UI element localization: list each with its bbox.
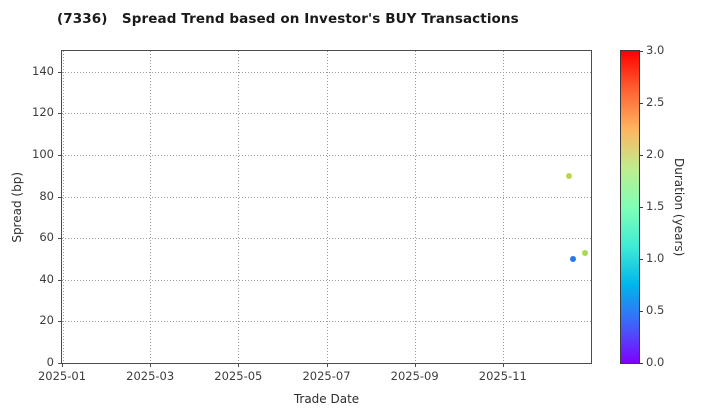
colorbar-label: Duration (years) xyxy=(672,157,686,257)
x-tick-label: 2025-09 xyxy=(390,369,439,383)
grid-line-v xyxy=(502,51,504,363)
y-tick-mark xyxy=(58,279,61,281)
grid-line-v xyxy=(238,51,240,363)
colorbar-tick-label: 3.0 xyxy=(646,43,665,57)
x-tick-mark xyxy=(414,364,416,367)
y-tick-label: 0 xyxy=(46,355,54,369)
colorbar-tick-label: 1.0 xyxy=(646,251,665,265)
y-tick-mark xyxy=(58,238,61,240)
colorbar-tick-mark xyxy=(639,311,643,312)
x-tick-mark xyxy=(326,364,328,367)
colorbar-label-wrap: Duration (years) xyxy=(671,50,687,364)
grid-line-v xyxy=(414,51,416,363)
data-point xyxy=(581,249,588,256)
x-tick-label: 2025-03 xyxy=(126,369,175,383)
y-tick-mark xyxy=(58,321,61,323)
y-tick-label: 20 xyxy=(39,313,54,328)
grid-line-v xyxy=(326,51,328,363)
colorbar xyxy=(620,50,640,364)
colorbar-tick-mark xyxy=(639,103,643,104)
colorbar-tick-label: 2.0 xyxy=(646,147,665,161)
colorbar-tick-mark xyxy=(639,207,643,208)
y-tick-mark xyxy=(58,155,61,156)
data-point xyxy=(569,256,576,262)
colorbar-tick-mark xyxy=(639,363,643,364)
colorbar-tick-mark xyxy=(639,51,643,52)
x-tick-label: 2025-11 xyxy=(478,369,527,383)
y-tick-mark xyxy=(58,196,61,198)
x-tick-label: 2025-05 xyxy=(214,369,263,383)
x-axis-label: Trade Date xyxy=(293,392,360,406)
x-tick-label: 2025-07 xyxy=(302,369,351,383)
grid-line-v xyxy=(150,51,152,363)
colorbar-tick-label: 0.0 xyxy=(646,355,665,369)
y-tick-label: 80 xyxy=(39,188,54,203)
x-tick-label: 2025-01 xyxy=(37,369,87,383)
colorbar-tick-label: 2.5 xyxy=(646,95,665,109)
y-tick-mark xyxy=(58,71,61,73)
y-tick-mark xyxy=(58,113,61,115)
data-point xyxy=(565,172,572,179)
x-tick-mark xyxy=(238,364,240,367)
grid-line-v xyxy=(62,51,64,363)
y-tick-label: 60 xyxy=(39,230,54,245)
x-tick-mark xyxy=(502,364,504,367)
y-tick-mark xyxy=(58,363,61,364)
colorbar-tick-mark xyxy=(639,259,643,260)
y-tick-label: 120 xyxy=(32,105,54,120)
plot-area xyxy=(61,50,592,364)
y-tick-label: 40 xyxy=(39,271,54,286)
x-tick-mark xyxy=(150,364,152,367)
y-tick-label: 100 xyxy=(32,147,54,161)
colorbar-tick-label: 1.5 xyxy=(646,199,665,213)
colorbar-tick-mark xyxy=(639,155,643,156)
x-tick-mark xyxy=(62,364,63,367)
colorbar-tick-label: 0.5 xyxy=(646,303,665,317)
chart-title: (7336) Spread Trend based on Investor's … xyxy=(57,11,519,27)
y-tick-label: 140 xyxy=(32,63,54,78)
